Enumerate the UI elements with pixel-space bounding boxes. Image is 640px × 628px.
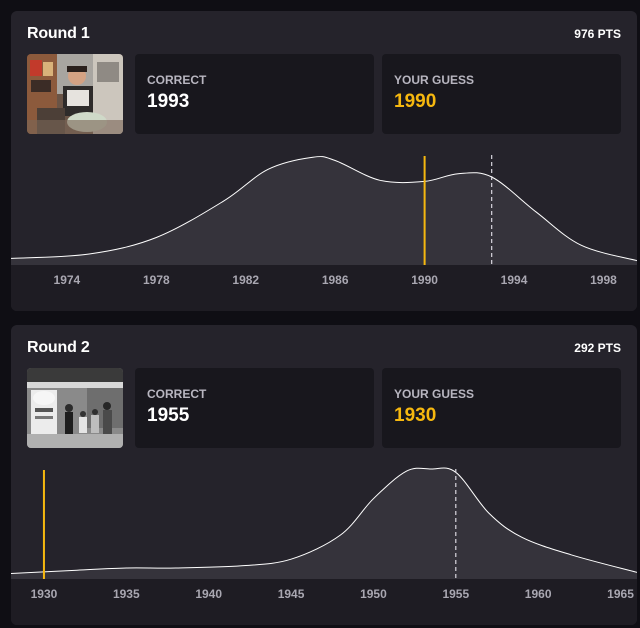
distribution-area bbox=[11, 467, 637, 579]
x-tick-label: 1955 bbox=[442, 587, 469, 601]
correct-year-box: CORRECT 1955 bbox=[135, 368, 374, 448]
guess-year-box: YOUR GUESS 1990 bbox=[382, 54, 621, 134]
distribution-svg: 1974 1978 1982 1986 1990 1994 1998 bbox=[11, 155, 637, 311]
x-tick-label: 1990 bbox=[411, 273, 438, 287]
x-tick-label: 1930 bbox=[31, 587, 58, 601]
round-photo[interactable] bbox=[27, 54, 123, 134]
correct-year: 1955 bbox=[147, 405, 190, 426]
distribution-curve bbox=[11, 467, 637, 574]
x-tick-label: 1965 bbox=[607, 587, 634, 601]
x-tick-label: 1978 bbox=[143, 273, 170, 287]
x-tick-label: 1940 bbox=[195, 587, 222, 601]
round-title: Round 2 bbox=[27, 339, 90, 356]
guess-year: 1930 bbox=[394, 405, 437, 426]
round-photo[interactable] bbox=[27, 368, 123, 448]
axis-band bbox=[11, 579, 637, 625]
distribution-curve bbox=[11, 156, 637, 262]
round-card: Round 2 292 PTS CORRECT 1955 YOUR GUESS bbox=[11, 325, 637, 625]
distribution-svg: 1930 1935 1940 1945 1950 1955 1960 1965 bbox=[11, 467, 637, 625]
axis-band bbox=[11, 265, 637, 311]
distribution-area bbox=[11, 156, 637, 265]
correct-year: 1993 bbox=[147, 91, 190, 112]
x-tick-label: 1998 bbox=[590, 273, 617, 287]
round-title: Round 1 bbox=[27, 25, 90, 42]
correct-label: CORRECT bbox=[147, 73, 207, 87]
x-tick-label: 1960 bbox=[525, 587, 552, 601]
guess-year: 1990 bbox=[394, 91, 437, 112]
round-card: Round 1 976 PTS CORRECT 1993 YOUR GUESS … bbox=[11, 11, 637, 311]
x-tick-label: 1935 bbox=[113, 587, 140, 601]
x-tick-label: 1974 bbox=[54, 273, 81, 287]
correct-year-box: CORRECT 1993 bbox=[135, 54, 374, 134]
x-tick-label: 1950 bbox=[360, 587, 387, 601]
x-tick-label: 1982 bbox=[232, 273, 259, 287]
guess-year-box: YOUR GUESS 1930 bbox=[382, 368, 621, 448]
x-tick-label: 1994 bbox=[501, 273, 528, 287]
x-tick-label: 1945 bbox=[278, 587, 305, 601]
guess-distribution-chart: 1930 1935 1940 1945 1950 1955 1960 1965 bbox=[11, 465, 637, 625]
round-points: 976 PTS bbox=[574, 27, 621, 41]
guess-label: YOUR GUESS bbox=[394, 387, 475, 401]
x-tick-label: 1986 bbox=[322, 273, 349, 287]
correct-label: CORRECT bbox=[147, 387, 207, 401]
round-points: 292 PTS bbox=[574, 341, 621, 355]
guess-distribution-chart: 1974 1978 1982 1986 1990 1994 1998 bbox=[11, 151, 637, 311]
guess-label: YOUR GUESS bbox=[394, 73, 475, 87]
